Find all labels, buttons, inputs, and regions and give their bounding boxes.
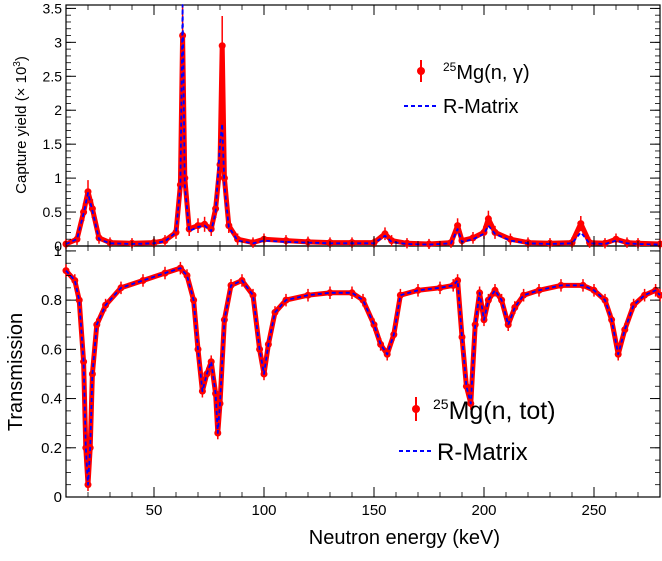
bottom-y-tick-label: 0.2 bbox=[41, 440, 62, 457]
top-y-tick-label: 1 bbox=[54, 170, 62, 186]
bottom-y-tick-label: 0.6 bbox=[41, 341, 62, 358]
top-y-tick-label: 2.5 bbox=[43, 68, 63, 84]
x-tick-label: 50 bbox=[146, 502, 163, 519]
top-y-tick-label: 3 bbox=[54, 34, 62, 50]
top-y-tick-label: 1.5 bbox=[43, 136, 63, 152]
x-tick-label: 250 bbox=[581, 502, 606, 519]
bottom-y-tick-label: 1 bbox=[54, 243, 62, 260]
top-data-point bbox=[454, 222, 461, 229]
x-tick-label: 100 bbox=[251, 502, 276, 519]
top-y-tick-label: 3.5 bbox=[43, 0, 63, 16]
top-y-tick-label: 0.5 bbox=[43, 204, 63, 220]
bottom-y-tick-label: 0.8 bbox=[41, 292, 62, 309]
bottom-y-tick-label: 0.4 bbox=[41, 391, 62, 408]
top-data-point bbox=[217, 161, 224, 168]
top-data-point bbox=[219, 42, 226, 49]
top-legend-data-label: 25Mg(n, γ) bbox=[443, 60, 530, 84]
bottom-data-point bbox=[371, 321, 378, 328]
top-legend-fit-label: R-Matrix bbox=[443, 96, 519, 118]
top-y-tick-label: 2 bbox=[54, 102, 62, 118]
top-data-point bbox=[577, 220, 584, 227]
bottom-legend-fit-label: R-Matrix bbox=[437, 439, 528, 466]
bottom-legend-data-label: 25Mg(n, tot) bbox=[433, 396, 556, 425]
bottom-y-tick-label: 0 bbox=[54, 489, 62, 506]
x-tick-label: 200 bbox=[471, 502, 496, 519]
top-y-axis-label: Capture yield (× 103) bbox=[12, 56, 30, 194]
top-data-point bbox=[485, 215, 492, 222]
x-tick-label: 150 bbox=[361, 502, 386, 519]
bottom-y-axis-label: Transmission bbox=[5, 313, 27, 431]
x-axis-label: Neutron energy (keV) bbox=[309, 527, 500, 549]
